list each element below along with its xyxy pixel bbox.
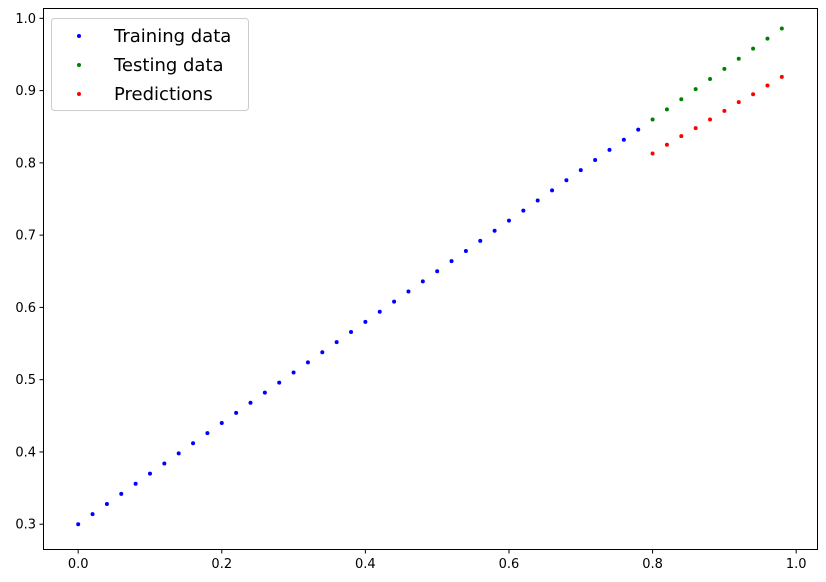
y-tick-label-3: 0.6 [15, 301, 36, 316]
training-data-point-26 [449, 259, 454, 264]
predictions-point-4 [708, 117, 713, 122]
training-data-point-37 [607, 147, 612, 152]
x-axis-ticks: 0.0 0.2 0.4 0.6 0.8 1.0 [68, 549, 807, 572]
predictions-point-0 [650, 151, 655, 156]
testing-data-point-6 [736, 56, 741, 61]
y-tick-label-0: 0.3 [15, 518, 36, 533]
testing-data-point-9 [779, 26, 784, 31]
y-tick-label-1: 0.4 [15, 445, 36, 460]
x-tick-label-2: 0.4 [355, 557, 376, 572]
training-data-point-35 [578, 168, 583, 173]
predictions-point-3 [693, 126, 698, 131]
training-data-point-1 [90, 512, 95, 517]
training-data-point-22 [392, 299, 397, 304]
y-tick-label-5: 0.8 [15, 156, 36, 171]
legend-marker-predictions [77, 92, 81, 96]
training-data-point-8 [191, 441, 196, 446]
training-data-point-13 [262, 390, 267, 395]
training-data-point-6 [162, 461, 167, 466]
testing-data-point-2 [679, 97, 684, 102]
training-data-point-27 [463, 249, 468, 254]
training-data-point-2 [104, 501, 109, 506]
training-data-point-18 [334, 340, 339, 345]
training-data-point-36 [593, 157, 598, 162]
legend-frame [51, 18, 249, 111]
testing-data-point-4 [708, 77, 713, 82]
testing-data-point-1 [664, 107, 669, 112]
x-tick-label-3: 0.6 [499, 557, 520, 572]
training-data-point-31 [521, 208, 526, 213]
y-tick-label-2: 0.5 [15, 373, 36, 388]
legend-marker-testing-data [77, 63, 81, 67]
training-data-point-38 [621, 137, 626, 142]
testing-data-point-0 [650, 117, 655, 122]
predictions-point-6 [736, 100, 741, 105]
y-tick-label-4: 0.7 [15, 229, 36, 244]
legend-marker-training-data [77, 34, 81, 38]
training-data-point-3 [119, 491, 124, 496]
x-tick-label-0: 0.0 [68, 557, 89, 572]
plot-frame [43, 8, 818, 550]
legend: Training data Testing data Predictions [51, 18, 249, 111]
training-data-point-25 [435, 269, 440, 274]
predictions-point-9 [779, 74, 784, 79]
training-data-point-16 [305, 360, 310, 365]
training-data-point-4 [133, 481, 138, 486]
training-data-point-7 [176, 451, 181, 456]
training-data-point-29 [492, 228, 497, 233]
legend-label-testing-data: Testing data [113, 55, 224, 76]
training-data-point-11 [234, 410, 239, 415]
training-data-point-19 [349, 329, 354, 334]
x-tick-label-1: 0.2 [211, 557, 232, 572]
axes-layer [43, 8, 818, 550]
legend-label-predictions: Predictions [114, 84, 213, 105]
training-data-point-15 [291, 370, 296, 375]
training-data-point-32 [535, 198, 540, 203]
predictions-point-7 [751, 92, 756, 97]
testing-data-point-7 [751, 46, 756, 51]
testing-data-point-3 [693, 87, 698, 92]
x-tick-label-5: 1.0 [786, 557, 807, 572]
testing-data-point-5 [722, 66, 727, 71]
training-data-point-21 [377, 309, 382, 314]
y-tick-label-7: 1.0 [15, 12, 36, 27]
training-data-point-33 [550, 188, 555, 193]
training-data-point-20 [363, 319, 368, 324]
training-data-point-9 [205, 431, 210, 436]
x-tick-label-4: 0.8 [642, 557, 663, 572]
predictions-point-8 [765, 83, 770, 88]
predictions-point-5 [722, 108, 727, 113]
training-data-point-24 [420, 279, 425, 284]
training-data-point-5 [147, 471, 152, 476]
training-data-point-12 [248, 400, 253, 405]
y-tick-label-6: 0.9 [15, 84, 36, 99]
training-data-point-17 [320, 350, 325, 355]
legend-label-training-data: Training data [113, 26, 231, 47]
y-axis-ticks: 0.3 0.4 0.5 0.6 0.7 0.8 0.9 1.0 [15, 12, 44, 533]
predictions-point-2 [679, 134, 684, 139]
training-data-point-39 [636, 127, 641, 132]
training-data-point-28 [478, 238, 483, 243]
training-data-point-10 [219, 421, 224, 426]
training-data-point-14 [277, 380, 282, 385]
training-data-point-30 [506, 218, 511, 223]
training-data-point-34 [564, 178, 569, 183]
training-data-point-23 [406, 289, 411, 294]
predictions-point-1 [664, 142, 669, 147]
data-points-layer [76, 26, 784, 527]
training-data-point-0 [76, 522, 81, 527]
testing-data-point-8 [765, 36, 770, 41]
